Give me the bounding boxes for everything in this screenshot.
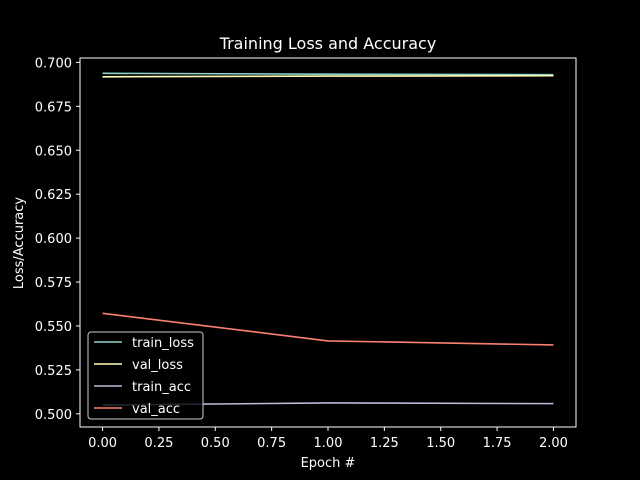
x-axis: 0.00 0.25 0.50 0.75 1.00 1.25 1.50 1.75 2.00	[88, 427, 568, 451]
legend-label-val_loss: val_loss	[132, 358, 183, 373]
y-tick-label: 0.650	[35, 144, 72, 159]
series-line-val_loss	[102, 74, 554, 78]
y-tick-label: 0.525	[35, 364, 72, 379]
x-tick-label: 1.00	[314, 436, 343, 451]
y-tick-label: 0.575	[35, 276, 72, 291]
series-line-train_loss	[102, 72, 554, 76]
legend-label-val_acc: val_acc	[132, 402, 180, 417]
x-tick-label: 0.00	[88, 436, 117, 451]
x-tick-label: 2.00	[539, 436, 568, 451]
legend: train_loss val_loss train_acc val_acc	[87, 331, 204, 420]
y-tick-label: 0.500	[35, 408, 72, 423]
x-tick-label: 0.50	[201, 436, 230, 451]
legend-label-train_acc: train_acc	[132, 380, 191, 395]
y-tick-label: 0.675	[35, 100, 72, 115]
x-tick-label: 0.75	[257, 436, 286, 451]
y-tick-label: 0.550	[35, 320, 72, 335]
y-axis-label: Loss/Accuracy	[12, 197, 27, 290]
x-tick-label: 1.75	[483, 436, 512, 451]
x-axis-label: Epoch #	[301, 456, 356, 471]
y-tick-label: 0.600	[35, 232, 72, 247]
x-tick-label: 1.25	[370, 436, 399, 451]
series-line-val_acc	[102, 312, 554, 346]
y-tick-label: 0.625	[35, 188, 72, 203]
x-tick-label: 0.25	[144, 436, 173, 451]
legend-label-train_loss: train_loss	[132, 336, 194, 351]
legend-frame	[87, 331, 204, 420]
y-tick-label: 0.700	[35, 56, 72, 71]
chart-title: Training Loss and Accuracy	[219, 34, 437, 53]
y-axis: 0.500 0.525 0.550 0.575 0.600 0.625 0.650 0.675…	[35, 56, 80, 423]
x-tick-label: 1.50	[426, 436, 455, 451]
